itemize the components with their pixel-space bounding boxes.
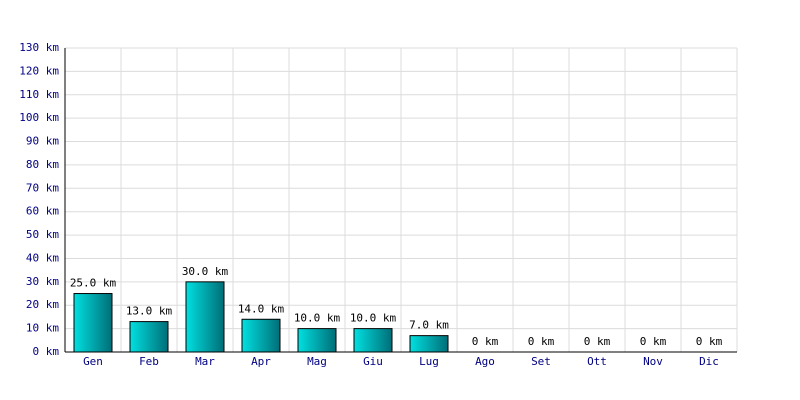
y-tick-label: 20 km [26, 298, 59, 311]
value-label: 25.0 km [70, 277, 117, 290]
y-tick-label: 110 km [19, 88, 59, 101]
x-tick-label: Apr [251, 355, 271, 368]
value-label: 30.0 km [182, 265, 229, 278]
value-label: 0 km [640, 335, 667, 348]
value-label: 0 km [696, 335, 723, 348]
y-tick-label: 70 km [26, 181, 59, 194]
y-tick-label: 40 km [26, 251, 59, 264]
bar [241, 318, 281, 353]
x-tick-label: Ott [587, 355, 607, 368]
value-label: 0 km [584, 335, 611, 348]
x-tick-label: Giu [363, 355, 383, 368]
y-tick-label: 120 km [19, 64, 59, 77]
value-label: 13.0 km [126, 305, 173, 318]
y-tick-label: 60 km [26, 205, 59, 218]
y-tick-label: 30 km [26, 275, 59, 288]
value-label: 0 km [472, 335, 499, 348]
x-tick-label: Gen [83, 355, 103, 368]
y-tick-label: 90 km [26, 135, 59, 148]
value-label: 0 km [528, 335, 555, 348]
y-tick-label: 50 km [26, 228, 59, 241]
x-tick-label: Mag [307, 355, 327, 368]
x-tick-label: Lug [419, 355, 439, 368]
x-tick-label: Set [531, 355, 551, 368]
bar [353, 328, 393, 353]
value-label: 7.0 km [409, 319, 449, 332]
bar [297, 328, 337, 353]
x-tick-label: Feb [139, 355, 159, 368]
x-tick-label: Ago [475, 355, 495, 368]
y-tick-label: 80 km [26, 158, 59, 171]
y-tick-label: 10 km [26, 322, 59, 335]
bar [73, 293, 113, 353]
x-tick-label: Nov [643, 355, 663, 368]
y-tick-label: 0 km [33, 345, 60, 358]
x-tick-label: Dic [699, 355, 719, 368]
bar [185, 281, 225, 353]
y-tick-label: 100 km [19, 111, 59, 124]
bar [409, 335, 449, 353]
x-tick-label: Mar [195, 355, 215, 368]
value-label: 10.0 km [294, 312, 341, 325]
bar [129, 321, 169, 353]
y-tick-label: 130 km [19, 41, 59, 54]
value-label: 14.0 km [238, 302, 285, 315]
value-label: 10.0 km [350, 312, 397, 325]
